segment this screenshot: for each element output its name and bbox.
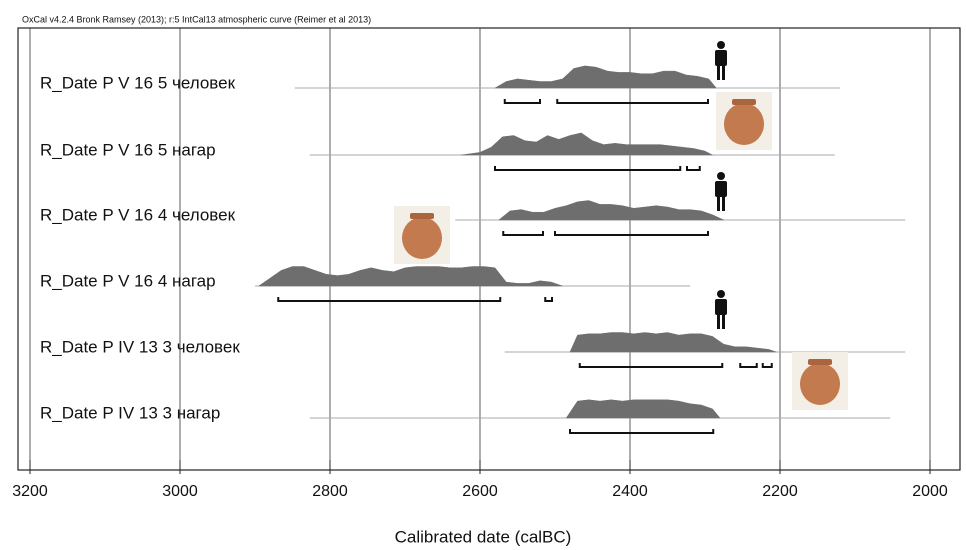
row-label: R_Date P IV 13 3 человек <box>40 337 240 356</box>
range-bracket <box>554 231 709 236</box>
x-tick-label: 2000 <box>912 483 948 500</box>
x-axis-label: Calibrated date (calBC) <box>395 527 572 546</box>
range-bracket <box>739 363 758 368</box>
plot-frame <box>17 27 961 471</box>
row-label: R_Date P V 16 4 человек <box>40 205 236 224</box>
range-bracket <box>556 99 709 104</box>
chart-title: OxCal v4.2.4 Bronk Ramsey (2013); r:5 In… <box>22 14 371 24</box>
human-icon <box>715 41 727 80</box>
row-label: R_Date P V 16 5 нагар <box>40 140 216 159</box>
density <box>494 65 717 89</box>
density <box>498 200 724 221</box>
density <box>461 132 713 156</box>
x-tick-label: 3200 <box>12 483 48 500</box>
range-bracket <box>578 363 724 368</box>
range-bracket <box>502 231 544 236</box>
icons <box>394 41 848 410</box>
pot-icon <box>716 92 772 150</box>
range-bracket <box>686 166 701 171</box>
pot-icon <box>394 206 450 264</box>
range-bracket <box>277 297 502 302</box>
x-tick-label: 2200 <box>762 483 798 500</box>
density <box>569 332 777 353</box>
range-bracket <box>494 166 682 171</box>
human-icon <box>715 172 727 211</box>
range-bracket <box>503 99 541 104</box>
range-bracket <box>761 363 773 368</box>
row-label: R_Date P V 16 4 нагар <box>40 271 216 290</box>
row-label: R_Date P V 16 5 человек <box>40 73 236 92</box>
x-tick-label: 2800 <box>312 483 348 500</box>
density <box>565 399 721 419</box>
pot-icon <box>792 352 848 410</box>
density <box>257 266 563 287</box>
range-bracket <box>569 429 715 434</box>
row-label: R_Date P IV 13 3 нагар <box>40 403 220 422</box>
human-icon <box>715 290 727 329</box>
range-bracket <box>544 297 553 302</box>
x-tick-label: 3000 <box>162 483 198 500</box>
x-tick-label: 2600 <box>462 483 498 500</box>
x-tick-label: 2400 <box>612 483 648 500</box>
